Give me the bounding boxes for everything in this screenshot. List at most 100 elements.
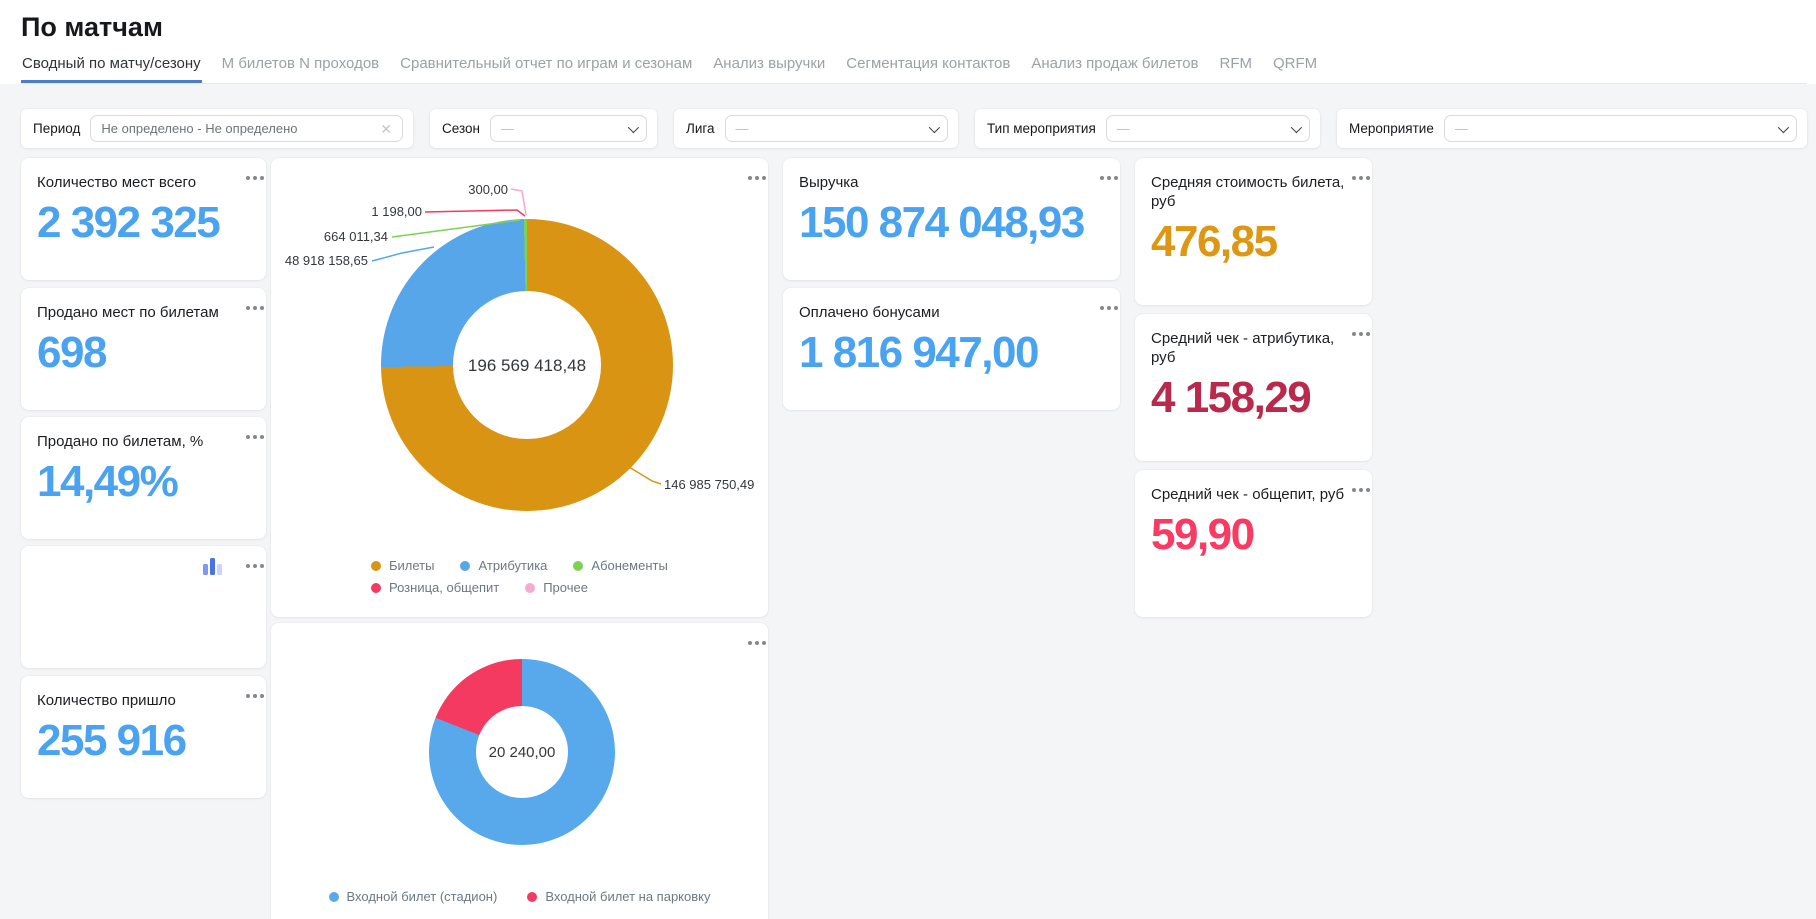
- chevron-down-icon: [1290, 121, 1303, 133]
- tab-qrfm[interactable]: QRFM: [1273, 55, 1318, 72]
- filter-season: Сезон —: [430, 109, 657, 148]
- kpi-card-revenue: Выручка 150 874 048,93: [783, 158, 1120, 280]
- more-menu-icon[interactable]: [246, 694, 250, 698]
- kpi-value: 476,85: [1151, 217, 1278, 266]
- chevron-down-icon: [1777, 121, 1790, 133]
- more-menu-icon[interactable]: [246, 176, 250, 180]
- kpi-title: Продано мест по билетам: [37, 304, 219, 321]
- legend-item-merch[interactable]: Атрибутика: [460, 558, 547, 573]
- kpi-card-attended: Количество пришло 255 916: [21, 676, 266, 798]
- chevron-down-icon: [928, 121, 941, 133]
- event-type-select[interactable]: —: [1105, 115, 1310, 142]
- header-band: [0, 0, 1816, 84]
- donut-legend: Входной билет (стадион) Входной билет на…: [271, 889, 768, 904]
- filter-league-label: Лига: [686, 121, 715, 136]
- entry-tickets-donut-card: 20 240,00 Входной билет (стадион) Входно…: [271, 623, 768, 919]
- kpi-card-seats-total: Количество мест всего 2 392 325: [21, 158, 266, 280]
- more-menu-icon[interactable]: [1352, 332, 1356, 336]
- filter-event-type-label: Тип мероприятия: [987, 121, 1096, 136]
- filter-period: Период Не определено - Не определено ✕: [21, 109, 413, 148]
- kpi-card-avg-merch: Средний чек - атрибутика, руб 4 158,29: [1135, 314, 1372, 461]
- kpi-value: 4 158,29: [1151, 373, 1312, 422]
- kpi-title: Количество пришло: [37, 692, 176, 709]
- donut-total-label: 196 569 418,48: [467, 356, 587, 375]
- more-menu-icon[interactable]: [246, 564, 250, 568]
- period-input[interactable]: Не определено - Не определено ✕: [90, 115, 403, 142]
- kpi-title: Оплачено бонусами: [799, 304, 940, 321]
- tab-bar: Сводный по матчу/сезону М билетов N прох…: [21, 52, 1807, 84]
- event-select[interactable]: —: [1443, 115, 1797, 142]
- kpi-card-avg-ticket: Средняя стоимость билета, руб 476,85: [1135, 158, 1372, 305]
- tab-revenue-analysis[interactable]: Анализ выручки: [713, 55, 826, 72]
- filter-event: Мероприятие —: [1337, 109, 1807, 148]
- kpi-value: 698: [37, 328, 107, 377]
- filter-period-label: Период: [33, 121, 81, 136]
- more-menu-icon[interactable]: [1352, 488, 1356, 492]
- tab-comparative-report[interactable]: Сравнительный отчет по играм и сезонам: [400, 55, 693, 72]
- kpi-title: Продано по билетам, %: [37, 433, 204, 450]
- legend-item-other[interactable]: Прочее: [525, 580, 588, 595]
- season-select[interactable]: —: [489, 115, 647, 142]
- legend-dot: [460, 560, 471, 571]
- kpi-value: 59,90: [1151, 510, 1255, 559]
- donut-hole: [476, 706, 568, 798]
- kpi-value: 150 874 048,93: [799, 198, 1085, 247]
- revenue-structure-donut-card: 196 569 418,48 300,00 1 198,00 664 011,3…: [271, 158, 768, 617]
- clear-period-icon[interactable]: ✕: [380, 120, 392, 137]
- kpi-value: 255 916: [37, 716, 187, 765]
- kpi-title: Количество мест всего: [37, 174, 197, 191]
- chevron-down-icon: [627, 121, 640, 133]
- legend-item-parking-ticket[interactable]: Входной билет на парковку: [527, 889, 711, 904]
- legend-dot: [328, 891, 339, 902]
- kpi-card-bonuses: Оплачено бонусами 1 816 947,00: [783, 288, 1120, 410]
- kpi-title: Выручка: [799, 174, 859, 191]
- tab-summary[interactable]: Сводный по матчу/сезону: [21, 55, 202, 83]
- kpi-card-sold-pct: Продано по билетам, % 14,49%: [21, 417, 266, 539]
- legend-dot: [371, 560, 381, 571]
- more-menu-icon[interactable]: [246, 435, 250, 439]
- more-menu-icon[interactable]: [748, 641, 752, 645]
- kpi-value: 14,49%: [37, 457, 179, 506]
- donut-total-label: 20 240,00: [488, 744, 556, 761]
- kpi-card-avg-food: Средний чек - общепит, руб 59,90: [1135, 470, 1372, 617]
- tab-m-tickets-n-passes[interactable]: М билетов N проходов: [221, 55, 380, 72]
- more-menu-icon[interactable]: [1100, 306, 1104, 310]
- slice-label-merch: 48 918 158,65: [284, 253, 368, 268]
- kpi-value: 1 816 947,00: [799, 328, 1039, 377]
- filter-event-label: Мероприятие: [1349, 121, 1434, 136]
- filter-event-type: Тип мероприятия —: [975, 109, 1320, 148]
- kpi-value: 2 392 325: [37, 198, 221, 247]
- donut-hole: [453, 291, 601, 439]
- slice-label-other: 300,00: [468, 182, 508, 197]
- slice-label-tickets: 146 985 750,49: [664, 477, 755, 492]
- kpi-title: Средний чек - общепит, руб: [1151, 486, 1345, 503]
- bar-chart-icon: [203, 558, 222, 575]
- tab-rfm[interactable]: RFM: [1219, 55, 1253, 72]
- more-menu-icon[interactable]: [748, 176, 752, 180]
- legend-dot: [527, 891, 538, 902]
- legend-dot: [371, 582, 381, 593]
- empty-widget-card: [21, 546, 266, 668]
- tab-contact-segmentation[interactable]: Сегментация контактов: [846, 55, 1011, 72]
- more-menu-icon[interactable]: [246, 306, 250, 310]
- kpi-title: Средняя стоимость билета, руб: [1151, 174, 1345, 210]
- slice-label-subscriptions: 664 011,34: [323, 229, 388, 244]
- kpi-title: Средний чек - атрибутика, руб: [1151, 330, 1335, 366]
- more-menu-icon[interactable]: [1352, 176, 1356, 180]
- slice-label-retail: 1 198,00: [371, 204, 422, 219]
- more-menu-icon[interactable]: [1100, 176, 1104, 180]
- donut-legend: Билеты Атрибутика Абонементы Розница, об…: [371, 558, 701, 595]
- legend-dot: [573, 560, 584, 571]
- legend-item-tickets[interactable]: Билеты: [371, 558, 434, 573]
- legend-item-retail[interactable]: Розница, общепит: [371, 580, 499, 595]
- league-select[interactable]: —: [724, 115, 948, 142]
- filter-league: Лига —: [674, 109, 958, 148]
- legend-item-stadium-ticket[interactable]: Входной билет (стадион): [328, 889, 497, 904]
- legend-dot: [525, 582, 536, 593]
- filter-season-label: Сезон: [442, 121, 480, 136]
- tab-ticket-sales-analysis[interactable]: Анализ продаж билетов: [1031, 55, 1199, 72]
- page-title: По матчам: [21, 12, 163, 42]
- kpi-card-sold-tickets: Продано мест по билетам 698: [21, 288, 266, 410]
- legend-item-subscriptions[interactable]: Абонементы: [573, 558, 668, 573]
